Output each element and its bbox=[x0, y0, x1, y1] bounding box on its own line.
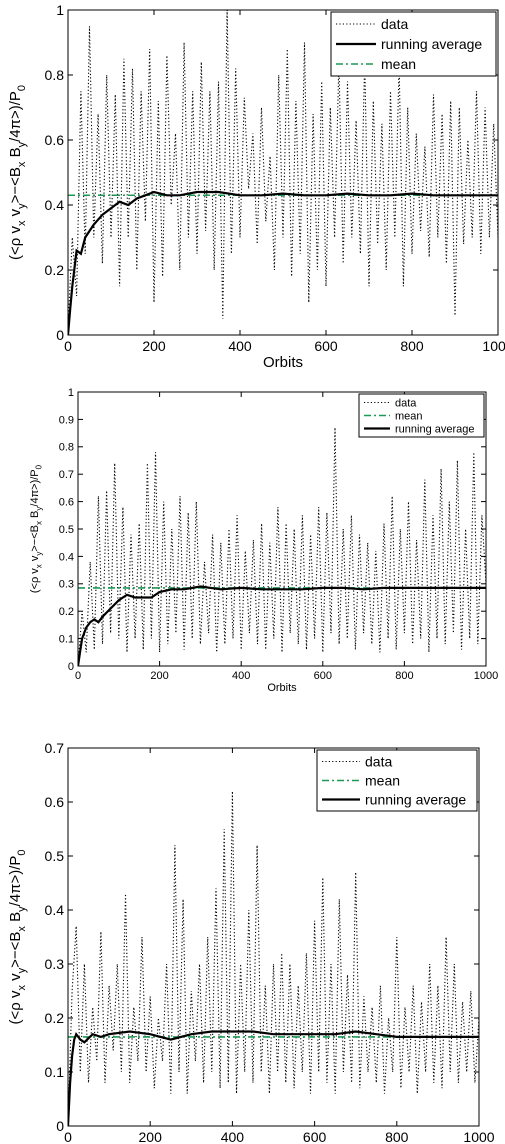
plot-frame bbox=[67, 747, 480, 1127]
x-tick-label: 200 bbox=[139, 1129, 163, 1144]
y-tick-label: 0.8 bbox=[45, 67, 65, 83]
y-axis-label: (<ρ vx​ vy​>−<Bx​ By​/4π>)/P0​ bbox=[7, 849, 28, 1024]
series-running-average-line bbox=[78, 585, 486, 666]
series-data-line bbox=[68, 10, 498, 329]
chart-panel-3: 0200400600800100000.10.20.30.40.50.60.7O… bbox=[7, 740, 495, 1144]
y-tick-label: 0.1 bbox=[59, 633, 74, 645]
legend-label: data bbox=[381, 16, 408, 32]
series-data-line bbox=[68, 791, 479, 1126]
x-tick-label: 800 bbox=[385, 1129, 409, 1144]
legend: data mean running average bbox=[316, 749, 478, 812]
legend-label: mean bbox=[395, 410, 423, 422]
y-tick-label: 0.6 bbox=[45, 794, 65, 810]
y-tick-label: 0 bbox=[56, 1118, 64, 1134]
y-tick-label: 0.8 bbox=[59, 442, 74, 454]
legend: data running average mean bbox=[330, 11, 497, 77]
y-tick-label: 0.5 bbox=[45, 848, 65, 864]
x-axis-label: Orbits bbox=[267, 682, 297, 694]
y-tick-label: 1 bbox=[68, 387, 74, 399]
x-tick-label: 0 bbox=[64, 338, 72, 354]
x-tick-label: 400 bbox=[221, 1129, 245, 1144]
plot-frame bbox=[67, 9, 499, 336]
x-tick-label: 600 bbox=[303, 1129, 327, 1144]
x-axis-label: Orbits bbox=[263, 354, 303, 371]
legend-label: running average bbox=[365, 791, 466, 807]
y-tick-label: 0.3 bbox=[45, 956, 65, 972]
legend-label: data bbox=[365, 753, 392, 769]
y-tick-label: 0.6 bbox=[59, 496, 74, 508]
x-tick-label: 400 bbox=[228, 338, 252, 354]
x-tick-label: 1000 bbox=[474, 670, 498, 682]
chart-panel-2: 0 200 400 600 800 1000 0 0.1 0.2 0.3 0.4 0.5 0.6 0.7 0… bbox=[29, 387, 498, 694]
y-tick-label: 0.7 bbox=[45, 740, 65, 756]
y-axis-label: (<ρ vx​ vy​>−<Bx​ By​/4π>)/P0​ bbox=[29, 464, 44, 593]
y-tick-label: 0.2 bbox=[59, 606, 74, 618]
x-tick-label: 1000 bbox=[482, 338, 505, 354]
series-data-line bbox=[78, 427, 486, 666]
x-tick-label: 1000 bbox=[463, 1129, 494, 1144]
legend-label: mean bbox=[365, 772, 400, 788]
x-tick-label: 0 bbox=[64, 1129, 72, 1144]
y-tick-label: 0.4 bbox=[45, 902, 65, 918]
chart-panel-1: 0 200 400 600 800 1000 0 0.2 0.4 0.6 0.8 1 Orbits (<ρ… bbox=[7, 2, 505, 371]
x-tick-label: 600 bbox=[314, 338, 338, 354]
y-tick-label: 0 bbox=[68, 661, 74, 673]
y-tick-label: 0.9 bbox=[59, 414, 74, 426]
x-tick-label: 0 bbox=[75, 670, 81, 682]
y-tick-label: 0.2 bbox=[45, 1010, 65, 1026]
x-tick-label: 200 bbox=[150, 670, 168, 682]
legend-box bbox=[330, 11, 497, 77]
x-tick-label: 800 bbox=[395, 670, 413, 682]
y-tick-label: 0.1 bbox=[45, 1064, 65, 1080]
legend-label: mean bbox=[381, 56, 416, 72]
series-running-average-line bbox=[68, 1030, 479, 1126]
y-tick-label: 0.5 bbox=[59, 524, 74, 536]
legend-label: running average bbox=[381, 36, 482, 52]
y-tick-label: 0.7 bbox=[59, 469, 74, 481]
series-running-average-line bbox=[68, 190, 498, 335]
legend-label: running average bbox=[395, 423, 475, 435]
y-tick-label: 0.2 bbox=[45, 262, 65, 278]
y-axis-label: (<ρ vx​ vy​>−<Bx​ By​/4π>)/P0​ bbox=[7, 85, 28, 260]
y-tick-label: 0 bbox=[56, 327, 64, 343]
y-tick-label: 0.3 bbox=[59, 579, 74, 591]
y-tick-label: 0.4 bbox=[59, 551, 74, 563]
x-tick-label: 400 bbox=[232, 670, 250, 682]
x-tick-label: 800 bbox=[400, 338, 424, 354]
y-tick-label: 1 bbox=[56, 2, 64, 18]
y-tick-label: 0.4 bbox=[45, 197, 65, 213]
legend-label: data bbox=[395, 397, 417, 409]
y-tick-label: 0.6 bbox=[45, 132, 65, 148]
x-tick-label: 200 bbox=[142, 338, 166, 354]
x-tick-label: 600 bbox=[314, 670, 332, 682]
